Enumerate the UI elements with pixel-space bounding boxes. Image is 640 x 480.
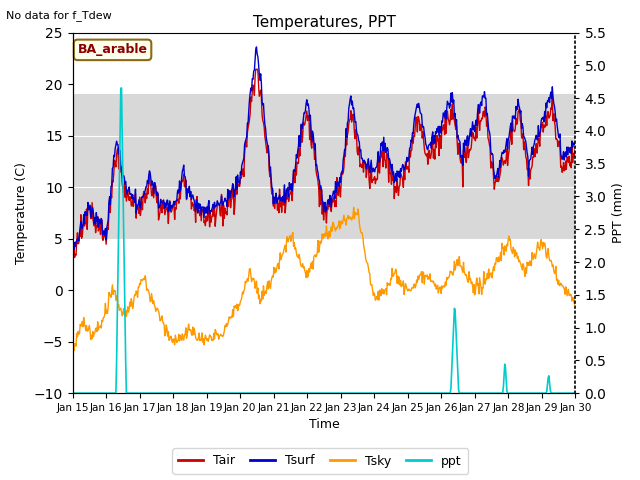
- Y-axis label: PPT (mm): PPT (mm): [612, 182, 625, 243]
- X-axis label: Time: Time: [308, 419, 339, 432]
- Text: BA_arable: BA_arable: [77, 43, 148, 56]
- Text: No data for f_Tdew: No data for f_Tdew: [6, 10, 112, 21]
- Bar: [72, 95, 575, 239]
- Y-axis label: Temperature (C): Temperature (C): [15, 162, 28, 264]
- Legend: Tair, Tsurf, Tsky, ppt: Tair, Tsurf, Tsky, ppt: [172, 448, 468, 474]
- Title: Temperatures, PPT: Temperatures, PPT: [253, 15, 396, 30]
